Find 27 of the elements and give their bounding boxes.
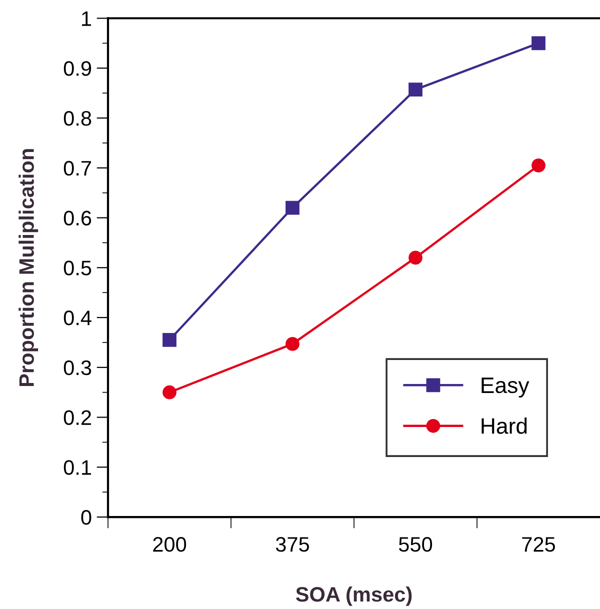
legend-label: Easy [482, 378, 530, 398]
legend-label: Hard [482, 418, 527, 434]
y-tick-label: 0.2 [64, 410, 91, 426]
y-tick-label: 0.9 [64, 61, 92, 76]
point [286, 337, 300, 351]
point [532, 36, 546, 50]
point [162, 385, 176, 400]
point [532, 158, 546, 172]
y-axis-title: Proportion Muliplication [18, 149, 38, 386]
y-tick-label: 0.6 [64, 210, 92, 226]
point [162, 333, 176, 347]
y-tick-label: 0.4 [64, 310, 92, 326]
x-tick-label: 550 [398, 537, 432, 552]
y-tick-label: 0.7 [64, 160, 91, 176]
y-tick-label: 0.5 [64, 260, 92, 276]
x-tick-label: 375 [276, 537, 310, 552]
x-axis-title: SOA (msec) [296, 586, 412, 606]
point [408, 250, 422, 265]
y-tick-label: 0.8 [64, 111, 92, 126]
point [286, 200, 300, 215]
y-tick-label: 0 [81, 510, 92, 525]
x-tick-label: 200 [153, 537, 186, 552]
y-tick-label: 1 [82, 11, 92, 26]
y-tick-label: 0.3 [64, 360, 92, 376]
y-tick-label: 0.1 [64, 460, 92, 475]
point [408, 82, 422, 97]
x-tick-label: 725 [522, 537, 556, 552]
